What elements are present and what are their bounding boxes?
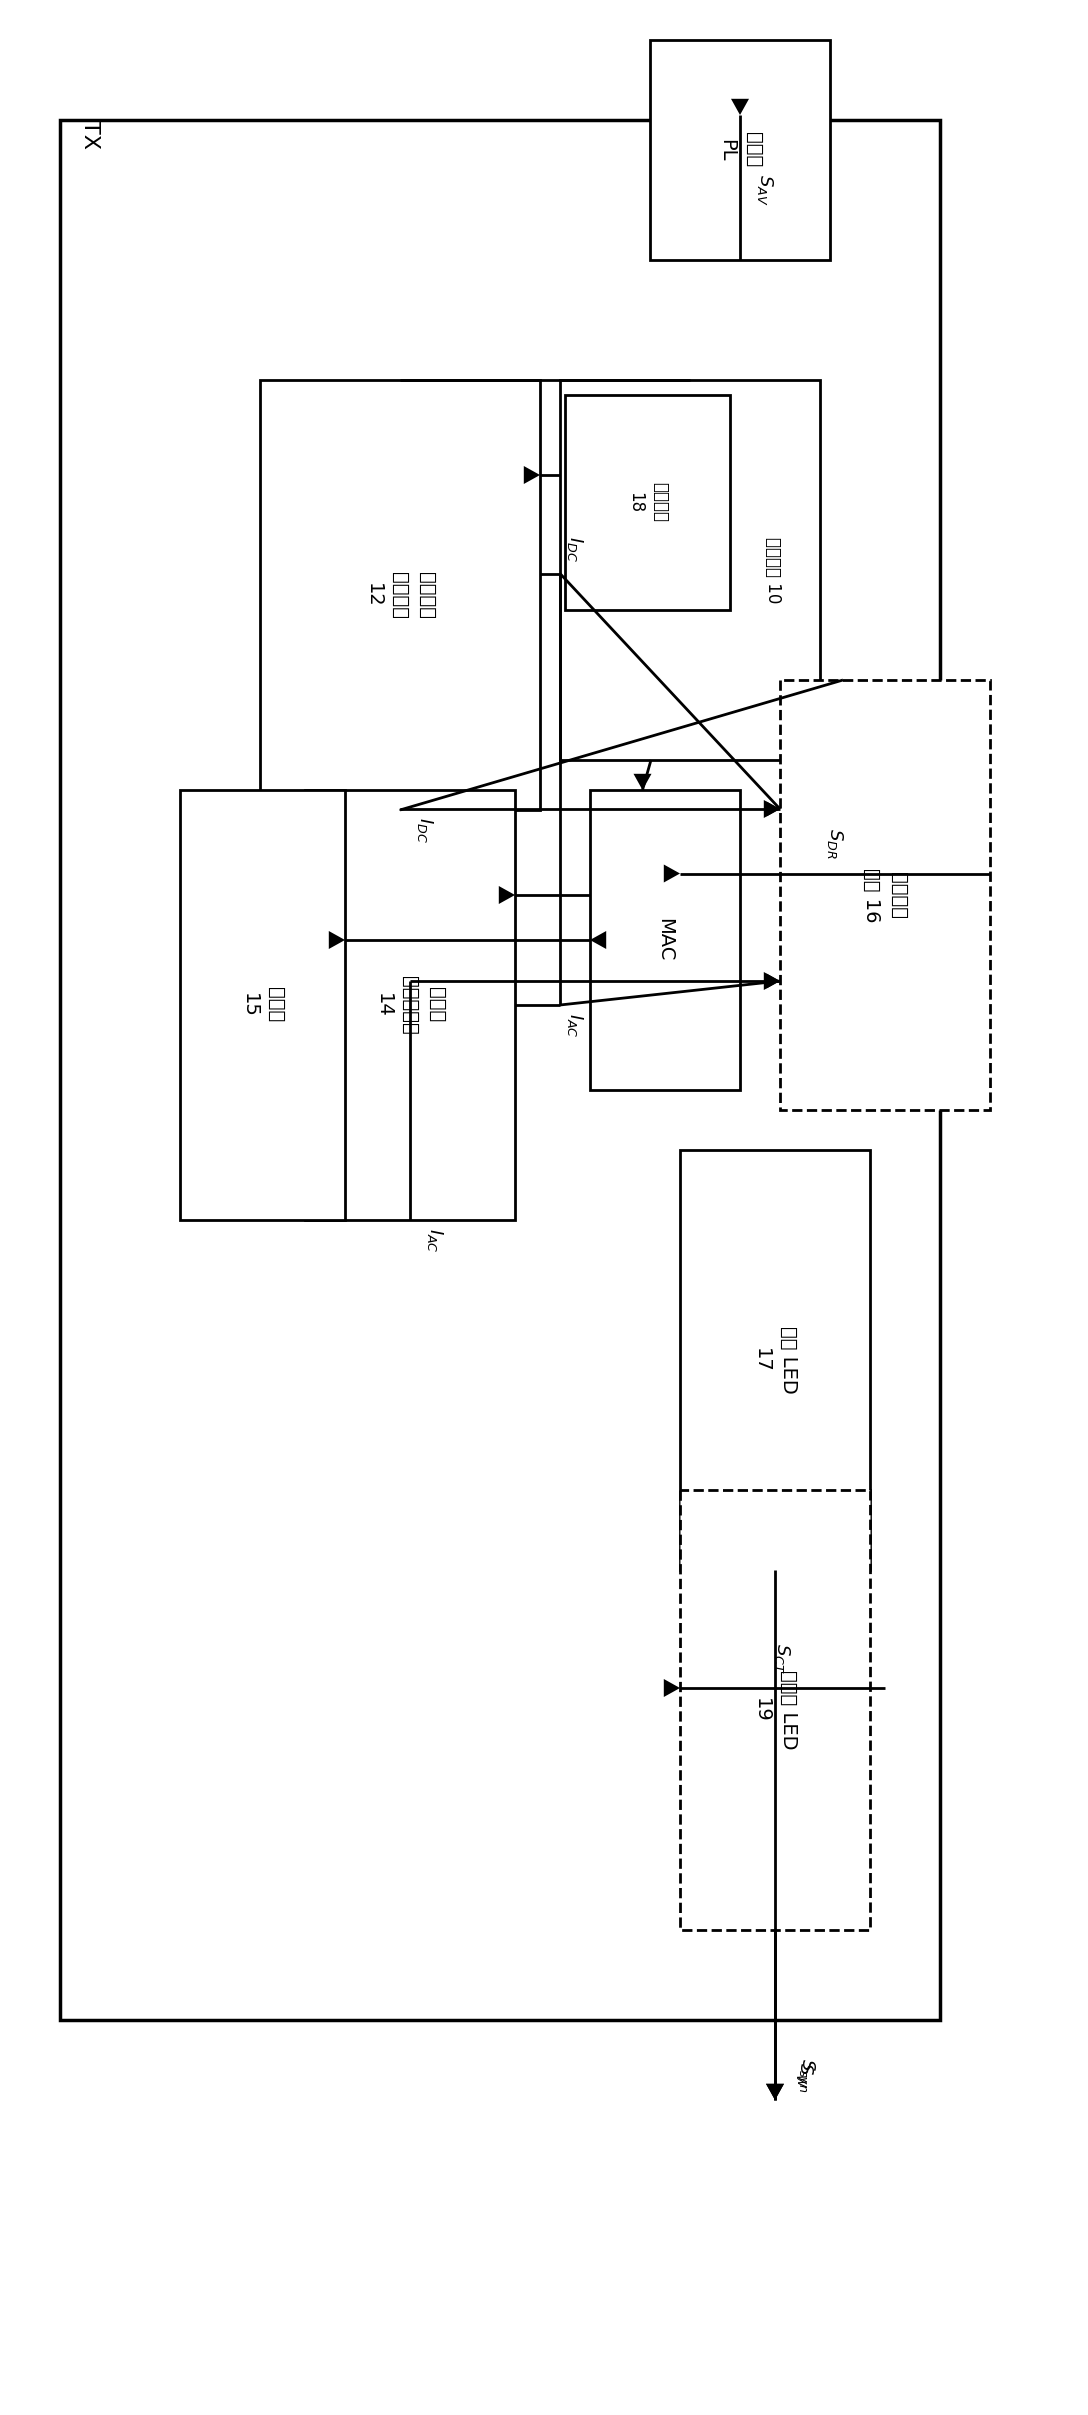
Text: $I_{AC}$: $I_{AC}$ (425, 1227, 445, 1253)
Polygon shape (633, 773, 652, 790)
Text: $S_{AV}$: $S_{AV}$ (755, 174, 775, 205)
Polygon shape (764, 971, 780, 990)
Text: 电力线
PL: 电力线 PL (717, 133, 763, 167)
Polygon shape (767, 802, 780, 816)
Polygon shape (60, 121, 940, 2019)
Text: $I_{AC}$: $I_{AC}$ (565, 1012, 585, 1038)
Polygon shape (498, 886, 515, 903)
Text: 处理器
15: 处理器 15 (239, 988, 285, 1022)
Text: 白光 LED
17: 白光 LED 17 (752, 1326, 798, 1393)
Text: $I_{DC}$: $I_{DC}$ (565, 536, 585, 560)
Polygon shape (766, 2084, 784, 2101)
Polygon shape (764, 799, 780, 819)
Polygon shape (664, 865, 680, 881)
Text: $S_{syn}$: $S_{syn}$ (793, 2058, 817, 2091)
Text: 红外线 LED
19: 红外线 LED 19 (752, 1671, 798, 1751)
Polygon shape (680, 1490, 870, 1930)
Polygon shape (260, 379, 540, 809)
Polygon shape (664, 1678, 680, 1698)
Text: $S_{CT}$: $S_{CT}$ (772, 1642, 792, 1674)
Text: $I_{DC}$: $I_{DC}$ (415, 816, 435, 843)
Polygon shape (523, 466, 540, 483)
Polygon shape (565, 396, 730, 611)
Text: 电流加法
电路 16: 电流加法 电路 16 (863, 867, 907, 923)
Polygon shape (560, 379, 820, 761)
Text: $S_W$: $S_W$ (795, 2062, 815, 2089)
Polygon shape (680, 1150, 870, 1570)
Polygon shape (766, 2084, 784, 2101)
Polygon shape (180, 790, 345, 1220)
Text: 电压转
电流放大器
14: 电压转 电流放大器 14 (374, 976, 446, 1034)
Polygon shape (767, 973, 780, 988)
Polygon shape (305, 790, 515, 1220)
Polygon shape (731, 99, 749, 116)
Polygon shape (590, 790, 740, 1089)
Polygon shape (780, 681, 990, 1111)
Text: 前端电路 10: 前端电路 10 (764, 536, 782, 604)
Text: MAC: MAC (655, 918, 675, 961)
Polygon shape (650, 41, 830, 261)
Polygon shape (329, 932, 345, 949)
Text: TX: TX (81, 121, 100, 150)
Text: 直流电源
产生电路
12: 直流电源 产生电路 12 (364, 572, 436, 618)
Polygon shape (590, 932, 606, 949)
Text: $S_{DR}$: $S_{DR}$ (825, 828, 845, 860)
Text: 检测单元
18: 检测单元 18 (626, 483, 669, 522)
